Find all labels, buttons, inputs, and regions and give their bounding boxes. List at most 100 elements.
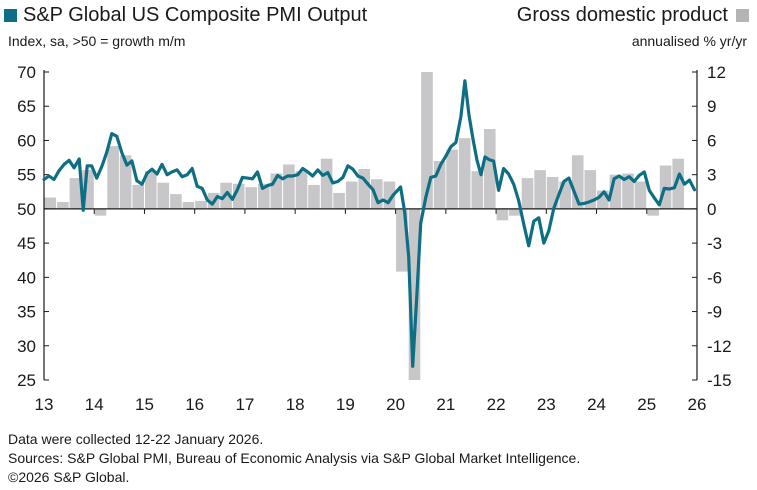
- y-left-tick-label: 30: [17, 337, 36, 356]
- axes: [43, 70, 698, 381]
- x-tick-label: 18: [286, 395, 305, 414]
- gdp-bar: [521, 178, 534, 209]
- x-tick-label: 25: [637, 395, 656, 414]
- y-right-tick-label: -12: [707, 337, 732, 356]
- y-left-tick-label: 50: [17, 200, 36, 219]
- x-tick-label: 26: [688, 395, 707, 414]
- y-right-tick-label: 6: [707, 131, 716, 150]
- y-right-tick-label: -6: [707, 268, 722, 287]
- gdp-bar: [597, 190, 609, 209]
- gdp-bar: [232, 183, 245, 209]
- gdp-bar: [358, 169, 370, 209]
- gdp-bar: [345, 181, 358, 209]
- gdp-bar: [584, 170, 597, 209]
- y-left-tick-label: 40: [17, 268, 36, 287]
- gdp-bar: [446, 149, 458, 209]
- x-tick-label: 13: [35, 395, 54, 414]
- x-tick-label: 17: [235, 395, 254, 414]
- gdp-bar: [534, 170, 546, 209]
- gdp-bar: [295, 171, 308, 209]
- gdp-bar: [496, 208, 509, 221]
- y-left-tick-label: 35: [17, 303, 36, 322]
- gdp-bar: [609, 174, 622, 209]
- gdp-bar: [622, 173, 634, 209]
- gdp-bar: [119, 155, 132, 209]
- y-left-tick-label: 55: [17, 166, 36, 185]
- gdp-bar: [195, 200, 207, 209]
- gdp-bar: [647, 208, 659, 216]
- pmi-line: [42, 79, 697, 368]
- left-axis-unit: Index, sa, >50 = growth m/m: [8, 33, 186, 49]
- y-right-tick-label: 3: [707, 166, 716, 185]
- x-tick-label: 24: [587, 395, 606, 414]
- x-tick-label: 14: [85, 395, 104, 414]
- y-right-tick-label: 9: [707, 97, 716, 116]
- gdp-bar: [69, 178, 82, 209]
- gdp-bar: [107, 146, 119, 209]
- gdp-bar: [245, 187, 257, 209]
- x-tick-label: 15: [135, 395, 154, 414]
- x-axis-ticks: 13 14 15 16 17 18 19 20 21 22 23 24 25 26: [35, 395, 707, 414]
- gdp-bar: [82, 170, 94, 209]
- gdp-bar: [383, 181, 396, 209]
- gdp-bar: [672, 158, 684, 209]
- gdp-bar: [408, 208, 421, 380]
- gdp-bar: [433, 161, 446, 209]
- gdp-bar: [509, 208, 521, 216]
- footer-notes: Data were collected 12-22 January 2026. …: [8, 430, 580, 487]
- gdp-bar: [283, 164, 295, 209]
- x-tick-label: 22: [487, 395, 506, 414]
- gdp-bar: [270, 173, 283, 209]
- right-axis-unit: annualised % yr/yr: [631, 33, 747, 49]
- gdp-bar: [157, 182, 170, 209]
- gdp-bar: [258, 183, 270, 209]
- gdp-bar: [170, 194, 182, 209]
- gdp-bar: [44, 197, 57, 209]
- legend-pmi: S&P Global US Composite PMI Output: [4, 4, 367, 27]
- y-left-tick-label: 25: [17, 371, 36, 390]
- footer-sources: Sources: S&P Global PMI, Bureau of Econo…: [8, 450, 581, 466]
- x-tick-label: 16: [185, 395, 204, 414]
- gdp-bar: [634, 181, 647, 209]
- gdp-bar: [320, 158, 333, 209]
- y-left-tick-label: 60: [17, 131, 36, 150]
- x-tick-label: 23: [537, 395, 556, 414]
- gdp-bar: [145, 171, 157, 209]
- gdp-bar: [308, 184, 320, 209]
- gdp-bar: [57, 202, 69, 209]
- legend-gdp-label: Gross domestic product: [516, 4, 728, 26]
- footer-copyright: ©2026 S&P Global.: [8, 469, 130, 485]
- legend-gdp-swatch: [736, 9, 749, 22]
- y-left-tick-label: 45: [17, 234, 36, 253]
- gdp-bars: [44, 72, 684, 380]
- gdp-bar: [182, 202, 195, 209]
- gdp-bar: [371, 179, 383, 209]
- gdp-bar: [94, 208, 107, 216]
- y-right-tick-label: 0: [707, 200, 716, 219]
- legend-gdp: Gross domestic product: [517, 4, 749, 27]
- right-axis-ticks: 12 9 6 3 0 -3 -6 -9 -12 -15: [707, 63, 732, 390]
- gdp-bar: [132, 184, 144, 209]
- y-right-tick-label: 12: [707, 63, 726, 82]
- gdp-bar: [471, 171, 484, 209]
- y-left-tick-label: 70: [17, 63, 36, 82]
- gdp-bar: [546, 176, 559, 209]
- gdp-bar: [421, 72, 433, 209]
- y-right-tick-label: -3: [707, 234, 722, 253]
- gdp-bar: [571, 155, 584, 209]
- y-right-tick-label: -15: [707, 371, 732, 390]
- x-tick-label: 20: [386, 395, 405, 414]
- left-axis-ticks: 70 65 60 55 50 45 40 35 30 25: [17, 63, 36, 390]
- legend-pmi-swatch: [4, 9, 17, 22]
- gdp-bar: [484, 129, 496, 209]
- footer-collection-note: Data were collected 12-22 January 2026.: [8, 431, 264, 447]
- y-left-tick-label: 65: [17, 97, 36, 116]
- gdp-bar: [333, 192, 345, 209]
- x-tick-label: 19: [336, 395, 355, 414]
- gdp-bar: [396, 208, 408, 272]
- y-right-tick-label: -9: [707, 303, 722, 322]
- gdp-bar: [458, 138, 471, 209]
- x-tick-label: 21: [436, 395, 455, 414]
- gdp-bar: [559, 181, 571, 209]
